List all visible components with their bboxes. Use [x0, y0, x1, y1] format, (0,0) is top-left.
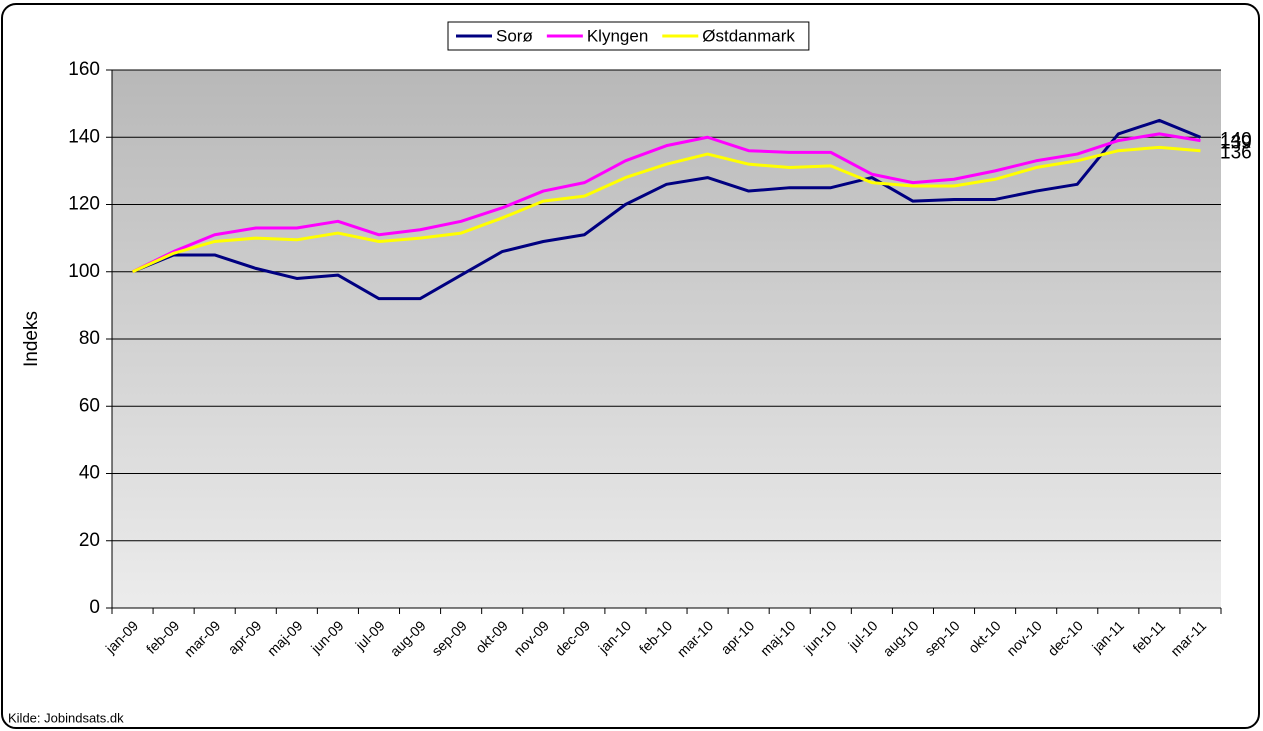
end-value-label: 140	[1220, 129, 1252, 150]
legend-box	[447, 21, 810, 51]
legend: Sorø Klyngen Østdanmark	[447, 21, 810, 51]
y-tick-label: 120	[68, 194, 100, 215]
end-value-label: 136	[1220, 143, 1252, 164]
legend-label: Sorø	[496, 26, 533, 45]
y-tick-label: 40	[79, 463, 100, 484]
y-tick-label: 160	[68, 59, 100, 80]
y-tick-label: 80	[79, 328, 100, 349]
end-value-label: 139	[1220, 133, 1252, 154]
legend-label: Østdanmark	[702, 26, 795, 45]
series-line	[131, 145, 1201, 274]
y-tick-label: 20	[79, 530, 100, 551]
legend-label: Klyngen	[587, 26, 648, 45]
series-line	[131, 132, 1201, 274]
y-tick-label: 0	[89, 597, 100, 618]
source-note: Kilde: Jobindsats.dk	[8, 710, 124, 725]
y-tick-label: 60	[79, 395, 100, 416]
y-tick-label: 140	[68, 126, 100, 147]
series-line	[131, 118, 1202, 301]
y-tick-label: 100	[68, 261, 100, 282]
y-axis-label: Indeks	[21, 311, 42, 367]
